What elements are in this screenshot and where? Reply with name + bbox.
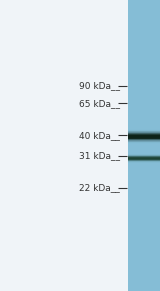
Bar	[128, 131, 160, 132]
Bar	[128, 154, 160, 155]
Bar	[128, 156, 160, 157]
Bar	[128, 138, 160, 139]
Bar	[128, 132, 160, 133]
Bar	[128, 159, 160, 160]
Bar	[128, 157, 160, 158]
Bar	[128, 142, 160, 143]
Bar	[128, 133, 160, 134]
Text: 22 kDa__: 22 kDa__	[79, 183, 120, 192]
Bar	[128, 141, 160, 142]
Text: 65 kDa__: 65 kDa__	[79, 99, 120, 108]
Bar	[128, 135, 160, 136]
Bar	[128, 138, 160, 139]
Bar	[128, 129, 160, 130]
Bar	[128, 130, 160, 131]
Bar	[128, 132, 160, 133]
Bar	[128, 157, 160, 158]
Bar	[128, 139, 160, 140]
Bar	[128, 162, 160, 163]
Bar	[128, 162, 160, 163]
Bar	[128, 162, 160, 163]
Text: 40 kDa__: 40 kDa__	[79, 131, 120, 140]
Bar	[128, 160, 160, 161]
Text: 31 kDa__: 31 kDa__	[79, 151, 120, 160]
Bar	[128, 141, 160, 142]
Bar	[128, 130, 160, 131]
Bar	[128, 136, 160, 137]
Bar	[128, 158, 160, 159]
Bar	[128, 154, 160, 155]
Bar	[128, 161, 160, 162]
Bar	[128, 161, 160, 162]
Bar	[128, 156, 160, 157]
Bar	[128, 155, 160, 156]
Bar	[128, 129, 160, 130]
Bar	[128, 131, 160, 132]
Bar	[128, 139, 160, 140]
Bar	[128, 158, 160, 159]
Bar	[128, 157, 160, 158]
Bar	[128, 137, 160, 138]
Bar	[128, 154, 160, 155]
Bar	[128, 161, 160, 162]
Bar	[128, 155, 160, 156]
Bar	[128, 134, 160, 135]
Bar	[128, 136, 160, 137]
Bar	[128, 140, 160, 141]
Bar	[128, 142, 160, 143]
Bar	[128, 159, 160, 160]
Bar	[128, 135, 160, 136]
Bar	[128, 136, 160, 137]
Text: 90 kDa__: 90 kDa__	[79, 81, 120, 90]
Bar	[128, 143, 160, 144]
Bar	[128, 158, 160, 159]
Bar	[128, 135, 160, 136]
Bar	[128, 133, 160, 134]
Bar	[128, 134, 160, 135]
Bar	[128, 159, 160, 160]
Bar	[128, 142, 160, 143]
Bar	[128, 140, 160, 141]
Bar	[128, 160, 160, 161]
Bar	[128, 160, 160, 161]
Bar	[128, 0, 160, 291]
Bar	[128, 156, 160, 157]
Bar	[128, 137, 160, 138]
Bar	[128, 155, 160, 156]
